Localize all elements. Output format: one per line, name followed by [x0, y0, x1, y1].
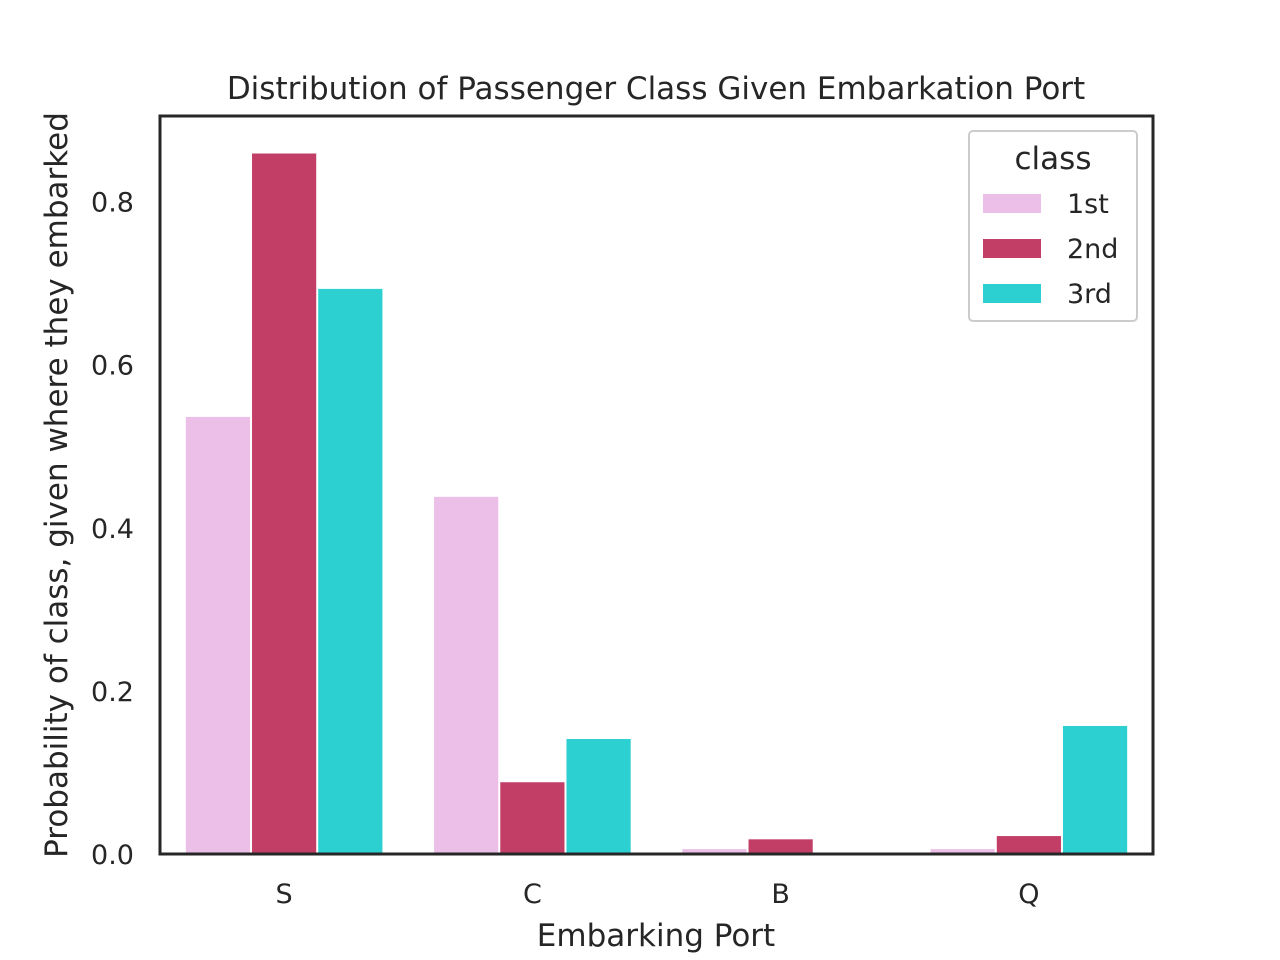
legend-items: 1st 2nd 3rd [983, 189, 1118, 310]
bar-q-2nd [996, 836, 1061, 854]
y-tick-label: 0.4 [91, 514, 134, 545]
bar-b-2nd [748, 839, 813, 854]
y-tick-label: 0.0 [91, 840, 134, 871]
bar-c-2nd [500, 782, 565, 854]
bar-q-3rd [1062, 725, 1128, 854]
x-axis-label: Embarking Port [537, 918, 775, 954]
legend-swatch-1st [983, 194, 1041, 213]
legend-swatch-2nd [983, 239, 1041, 258]
y-tick-label: 0.6 [91, 351, 134, 382]
x-tick-label: C [523, 879, 542, 910]
bar-q-1st [930, 849, 995, 854]
legend-title: class [1015, 141, 1092, 177]
bar-s-3rd [318, 288, 383, 855]
bar-c-1st [434, 496, 499, 854]
x-tick-label: S [276, 879, 293, 910]
legend-swatch-3rd [983, 284, 1041, 303]
legend: class 1st 2nd 3rd [968, 130, 1138, 322]
y-axis-label: Probability of class, given where they e… [39, 112, 75, 858]
y-tick-label: 0.2 [91, 677, 134, 708]
legend-label-2nd: 2nd [1067, 234, 1118, 265]
bar-s-2nd [252, 153, 317, 854]
x-tick-label: Q [1018, 879, 1039, 910]
legend-label-3rd: 3rd [1067, 279, 1112, 310]
legend-label-1st: 1st [1067, 189, 1109, 220]
y-tick-labels: 0.0 0.2 0.4 0.6 0.8 [91, 188, 134, 871]
bar-b-1st [682, 849, 747, 854]
bars-group [185, 153, 1128, 855]
chart-title: Distribution of Passenger Class Given Em… [227, 71, 1085, 107]
bar-c-3rd [566, 739, 631, 854]
x-tick-label: B [771, 879, 790, 910]
legend-box [968, 130, 1138, 322]
plot-frame [158, 114, 1155, 856]
bar-s-1st [185, 416, 251, 854]
y-tick-label: 0.8 [91, 188, 134, 219]
